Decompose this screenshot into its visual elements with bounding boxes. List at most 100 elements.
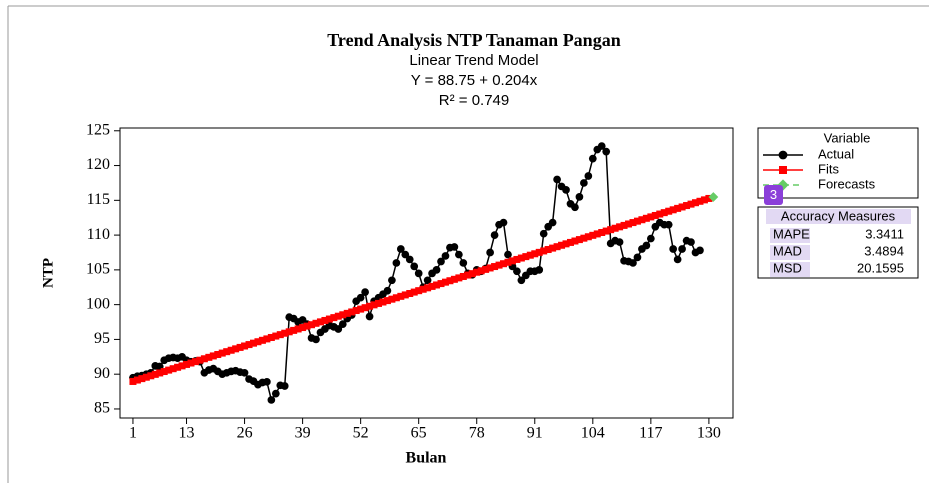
data-point — [580, 234, 588, 242]
data-point — [513, 267, 521, 276]
data-point — [651, 211, 659, 219]
data-point — [312, 335, 320, 344]
subtitle: Linear Trend Model — [409, 52, 538, 69]
data-point — [571, 203, 579, 212]
data-point — [588, 154, 597, 163]
data-point — [236, 343, 244, 351]
data-point — [647, 213, 655, 221]
legend-label: Fits — [818, 161, 839, 176]
data-point — [392, 259, 401, 267]
data-point — [432, 266, 441, 274]
data-point — [160, 368, 168, 376]
data-point — [383, 286, 392, 295]
data-point — [691, 199, 699, 207]
highlight — [766, 209, 911, 224]
plot-frame — [119, 127, 734, 419]
data-point — [405, 255, 414, 264]
data-point — [196, 356, 204, 364]
data-point — [312, 319, 320, 327]
data-point — [455, 250, 463, 259]
data-point — [339, 311, 347, 319]
x-tick-label: 104 — [581, 425, 605, 442]
data-point — [575, 192, 584, 201]
y-tick-label: 100 — [86, 295, 110, 312]
data-point — [290, 326, 298, 334]
data-point — [450, 275, 458, 283]
data-point — [410, 288, 418, 296]
data-point — [535, 248, 543, 256]
data-point — [468, 270, 476, 278]
data-point — [625, 220, 633, 228]
legend-label: Actual — [818, 146, 854, 161]
measure-label: MSD — [773, 260, 802, 275]
x-tick-label: 39 — [295, 425, 311, 442]
data-point — [401, 291, 409, 299]
badge-label: 3 — [770, 187, 777, 202]
data-point — [209, 352, 217, 360]
data-point — [191, 358, 199, 366]
data-point — [584, 172, 593, 180]
data-point — [414, 269, 423, 278]
x-tick-label: 65 — [411, 425, 427, 442]
y-tick-label: 125 — [86, 121, 110, 138]
data-point — [669, 245, 678, 253]
data-point — [334, 312, 342, 320]
data-point — [477, 267, 485, 275]
data-point — [299, 324, 307, 332]
data-point — [397, 292, 405, 300]
data-point — [138, 375, 146, 383]
data-point — [272, 332, 280, 340]
measure-value: 3.3411 — [865, 226, 904, 241]
measure-label: MAPE — [773, 226, 810, 241]
data-point — [500, 260, 508, 268]
data-point — [642, 214, 650, 222]
x-tick-label: 26 — [237, 425, 253, 442]
data-point — [508, 257, 516, 265]
data-point — [607, 226, 615, 234]
data-point — [526, 251, 534, 259]
data-point — [517, 276, 526, 285]
data-point — [705, 194, 713, 202]
data-point — [366, 302, 374, 310]
data-point — [401, 250, 410, 259]
x-tick-label: 91 — [527, 425, 543, 442]
data-point — [205, 353, 213, 361]
subtitle: Y = 88.75 + 0.204x — [411, 72, 538, 89]
data-point — [513, 255, 521, 263]
data-point — [254, 338, 262, 346]
data-point — [406, 290, 414, 298]
data-point — [558, 241, 566, 249]
y-tick-label: 90 — [94, 365, 110, 382]
data-point — [673, 255, 682, 264]
data-point — [660, 209, 668, 217]
data-point — [223, 348, 231, 356]
data-point — [258, 336, 266, 344]
data-point — [629, 219, 637, 227]
data-point — [156, 369, 164, 377]
data-point — [276, 331, 284, 339]
data-point — [615, 238, 624, 246]
data-point — [544, 246, 552, 254]
data-point — [696, 197, 704, 205]
data-point — [129, 377, 137, 385]
y-tick-label: 105 — [86, 261, 110, 278]
data-point — [142, 373, 150, 381]
data-point — [281, 329, 289, 337]
data-point — [678, 245, 686, 253]
data-point — [539, 229, 548, 238]
y-axis-label: NTP — [40, 258, 56, 288]
data-point — [571, 237, 579, 245]
data-point — [174, 363, 182, 371]
data-point — [245, 341, 253, 349]
data-point — [540, 247, 548, 255]
data-point — [285, 328, 293, 336]
measure-value: 3.4894 — [864, 243, 904, 258]
subtitle: R² = 0.749 — [439, 92, 509, 109]
data-point — [330, 314, 338, 322]
data-point — [410, 262, 419, 271]
y-tick-label: 95 — [94, 330, 110, 347]
data-point — [549, 244, 557, 252]
y-tick-label: 110 — [87, 226, 110, 243]
data-point — [602, 227, 610, 235]
data-point — [227, 346, 235, 354]
